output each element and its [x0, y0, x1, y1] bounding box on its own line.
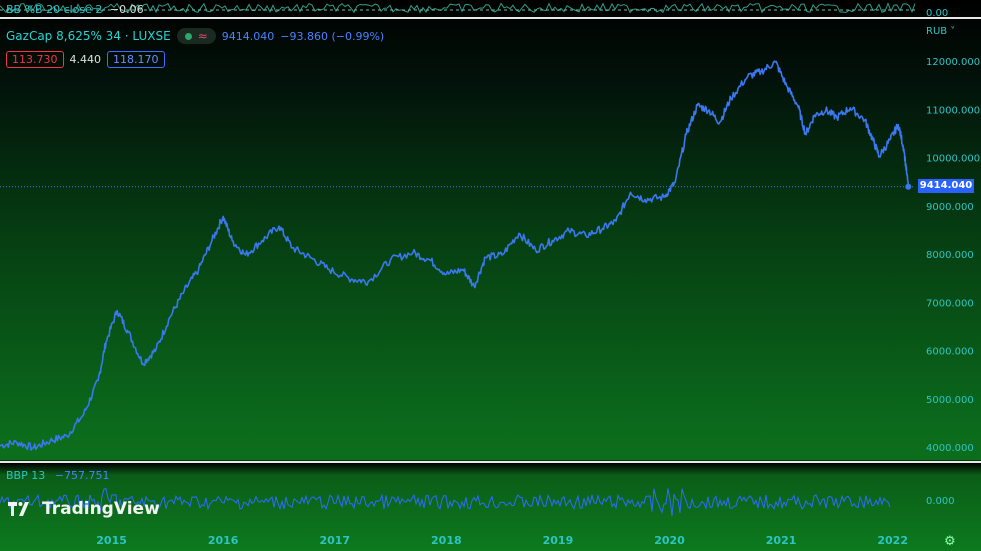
y-tick-label: 7000.000 — [926, 298, 974, 309]
y-tick-label: 12000.000 — [926, 57, 980, 68]
bottom-indicator-scale: 0.000 — [926, 496, 955, 507]
top-indicator-value: −0.06 — [109, 3, 144, 16]
y-tick-label: 4000.000 — [926, 443, 974, 454]
legend-controls[interactable]: ≈ — [176, 28, 216, 44]
y-tick-label: 8000.000 — [926, 250, 974, 261]
last-price-tag: 9414.040 — [918, 179, 974, 193]
x-tick-label: 2018 — [431, 534, 462, 547]
currency-selector[interactable]: RUB ˅ — [926, 26, 956, 37]
x-tick-label: 2016 — [208, 534, 239, 547]
status-dot-icon — [184, 32, 192, 40]
symbol-title[interactable]: GazCap 8,625% 34 · LUXSE — [6, 29, 171, 43]
top-indicator-legend[interactable]: BB %B 20 close 2 −0.06 — [6, 3, 144, 16]
x-tick-label: 2021 — [766, 534, 797, 547]
bb-percent-b-oscillator — [0, 2, 916, 14]
y-tick-label: 11000.000 — [926, 105, 980, 116]
bbp-oscillator — [0, 488, 891, 517]
tradingview-logo-icon — [8, 502, 29, 516]
spread-value: 4.440 — [69, 53, 102, 66]
tradingview-logo[interactable]: TradingView — [8, 499, 160, 519]
ask-box: 118.170 — [107, 51, 165, 68]
y-tick-label: 6000.000 — [926, 347, 974, 358]
bottom-indicator-label: BBP 13 — [6, 469, 46, 482]
price-series-line — [0, 60, 910, 451]
symbol-legend[interactable]: GazCap 8,625% 34 · LUXSE ≈ 9414.040 −93.… — [6, 28, 384, 44]
bottom-indicator-legend[interactable]: BBP 13 −757.751 — [6, 469, 109, 482]
top-indicator-scale: 0.00 — [926, 8, 949, 19]
y-tick-label: 10000.000 — [926, 154, 980, 165]
x-tick-label: 2015 — [96, 534, 127, 547]
x-tick-label: 2017 — [319, 534, 350, 547]
last-price-dot — [905, 183, 912, 190]
x-tick-label: 2022 — [877, 534, 908, 547]
x-tick-label: 2019 — [543, 534, 574, 547]
y-tick-label: 9000.000 — [926, 202, 974, 213]
pane-separator-top[interactable] — [0, 17, 981, 19]
top-indicator-label: BB %B 20 close 2 — [6, 3, 103, 16]
x-tick-label: 2020 — [654, 534, 685, 547]
y-tick-label: 5000.000 — [926, 395, 974, 406]
brand-name: TradingView — [42, 499, 160, 519]
settings-gear-icon[interactable]: ⚙ — [944, 534, 956, 549]
bottom-indicator-value: −757.751 — [54, 469, 110, 482]
ohlc-boxes: 113.730 4.440 118.170 — [6, 51, 165, 68]
wave-icon[interactable]: ≈ — [197, 29, 208, 43]
last-price-value: 9414.040 — [221, 29, 275, 43]
price-change-value: −93.860 (−0.99%) — [280, 29, 385, 43]
bid-box: 113.730 — [6, 51, 64, 68]
pane-separator-bottom[interactable] — [0, 461, 981, 463]
